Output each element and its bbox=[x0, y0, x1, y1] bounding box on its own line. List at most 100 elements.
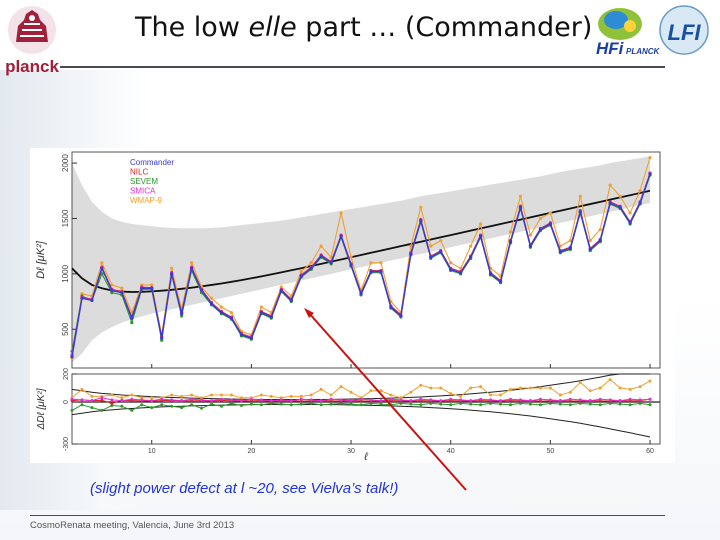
data-point bbox=[538, 227, 543, 232]
residual-point bbox=[150, 399, 154, 403]
residual-point bbox=[638, 401, 642, 405]
residual-point bbox=[299, 394, 303, 398]
data-point bbox=[309, 261, 313, 265]
data-point bbox=[568, 246, 572, 250]
data-point bbox=[100, 266, 104, 270]
data-point bbox=[180, 312, 184, 316]
residual-point bbox=[140, 396, 144, 400]
title-part-3: part … (Commander) bbox=[296, 12, 593, 43]
residual-point bbox=[80, 398, 84, 402]
title-part-1: The low bbox=[135, 12, 249, 43]
residual-point bbox=[618, 399, 622, 403]
data-point bbox=[508, 240, 513, 244]
residual-point bbox=[190, 397, 194, 401]
residual-point bbox=[439, 399, 443, 403]
residual-point bbox=[140, 398, 144, 402]
data-point bbox=[110, 288, 114, 293]
data-point bbox=[90, 298, 94, 303]
residual-point bbox=[389, 397, 393, 401]
residual-point bbox=[369, 401, 373, 405]
footer-text: CosmoRenata meeting, Valencia, June 3rd … bbox=[30, 520, 235, 531]
residual-point bbox=[190, 393, 194, 397]
residual-point bbox=[459, 394, 463, 398]
residual-point bbox=[429, 401, 433, 405]
data-point bbox=[638, 201, 642, 205]
residual-point bbox=[638, 398, 642, 402]
residual-point bbox=[628, 387, 632, 391]
data-point bbox=[100, 261, 104, 265]
residual-point bbox=[439, 386, 443, 390]
x-tick-label: 60 bbox=[646, 448, 654, 455]
residual-point bbox=[648, 403, 652, 407]
residual-point bbox=[269, 399, 273, 403]
data-point bbox=[130, 316, 134, 320]
residual-point bbox=[339, 398, 343, 402]
data-point bbox=[429, 255, 433, 259]
data-point bbox=[618, 194, 622, 198]
residual-point bbox=[70, 397, 74, 401]
data-point bbox=[279, 285, 283, 289]
residual-point bbox=[369, 389, 373, 393]
residual-point bbox=[269, 394, 273, 398]
data-point bbox=[548, 211, 552, 215]
y-tick-label: 200 bbox=[63, 368, 70, 380]
data-point bbox=[409, 244, 413, 248]
x-tick-label: 10 bbox=[148, 448, 156, 455]
residual-point bbox=[588, 389, 592, 393]
data-point bbox=[598, 227, 602, 232]
residual-point bbox=[558, 399, 562, 403]
x-axis-label: ℓ bbox=[363, 451, 368, 463]
data-point bbox=[598, 239, 602, 243]
y-tick-label: 0 bbox=[63, 400, 70, 404]
data-point bbox=[120, 291, 124, 295]
residual-point bbox=[90, 394, 94, 398]
data-point bbox=[299, 270, 303, 274]
hfi-planck-text: PLANCK bbox=[626, 47, 661, 56]
data-point bbox=[538, 216, 543, 221]
residual-point bbox=[160, 397, 164, 401]
residual-point bbox=[578, 398, 582, 402]
residual-point bbox=[309, 393, 313, 397]
data-point bbox=[648, 155, 652, 160]
residual-point bbox=[200, 406, 204, 410]
residual-point bbox=[459, 398, 463, 402]
data-point bbox=[498, 280, 503, 284]
data-point bbox=[170, 266, 174, 270]
residual-point bbox=[518, 401, 522, 405]
y-axis-label: Dℓ [μK²] bbox=[35, 240, 47, 279]
residual-point bbox=[558, 402, 562, 406]
data-point bbox=[80, 296, 84, 300]
data-point bbox=[359, 292, 363, 296]
data-point bbox=[449, 261, 453, 265]
data-point bbox=[548, 222, 552, 226]
residual-point bbox=[210, 399, 214, 403]
residual-point bbox=[359, 397, 363, 401]
data-point bbox=[339, 234, 343, 238]
residual-point bbox=[379, 389, 383, 393]
residual-point bbox=[130, 408, 134, 412]
data-point bbox=[409, 252, 413, 256]
residual-panel: -300 0 200 ΔDℓ [μK²] 10 20 30 40 50 60 ℓ bbox=[36, 364, 661, 463]
data-point bbox=[419, 205, 423, 209]
residual-point bbox=[588, 399, 592, 403]
residual-point bbox=[588, 402, 592, 406]
residual-point bbox=[449, 403, 453, 407]
residual-point bbox=[419, 397, 423, 401]
residual-point bbox=[489, 398, 493, 402]
residual-point bbox=[219, 397, 223, 401]
data-point bbox=[379, 270, 383, 274]
residual-point bbox=[210, 393, 214, 397]
data-point bbox=[229, 316, 234, 320]
residual-point bbox=[339, 401, 343, 405]
page-title: The low elle part … (Commander) bbox=[135, 12, 592, 43]
data-point bbox=[618, 205, 622, 209]
residual-point bbox=[90, 399, 94, 403]
data-point bbox=[518, 194, 523, 198]
data-point bbox=[449, 267, 453, 272]
residual-point bbox=[469, 399, 473, 403]
residual-point bbox=[479, 385, 483, 389]
residual-point bbox=[359, 403, 363, 407]
power-spectrum-chart: 500 1000 1500 2000 Dℓ [μK²] -300 0 200 ΔDℓ [μK²… bbox=[30, 148, 675, 463]
data-point bbox=[219, 305, 224, 309]
